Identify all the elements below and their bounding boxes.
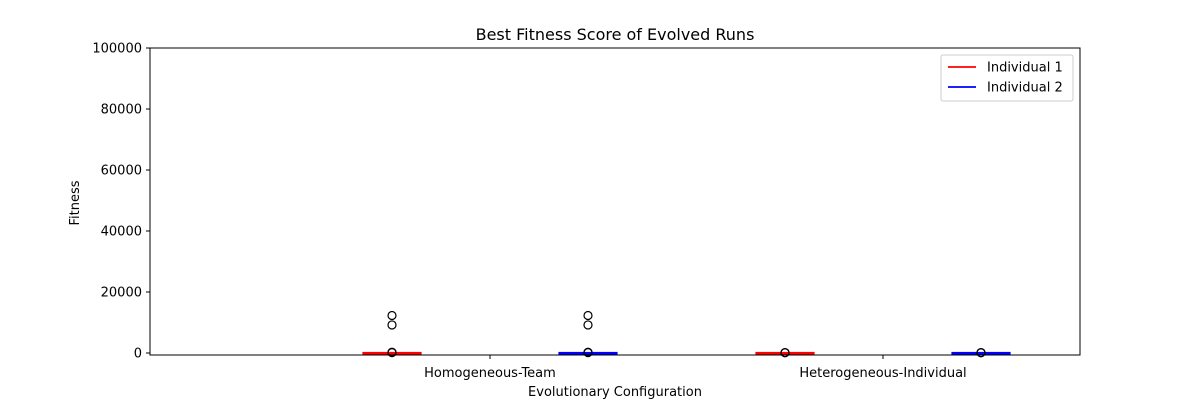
x-tick-label: Heterogeneous-Individual bbox=[799, 366, 966, 381]
flier-point bbox=[387, 320, 397, 330]
flier-point bbox=[387, 310, 397, 321]
axes: 0 20000 40000 60000 80000 100000 Homogeneous-T… bbox=[92, 42, 1081, 381]
y-tick-label: 80000 bbox=[101, 103, 142, 118]
y-axis-label: Fitness bbox=[68, 180, 83, 225]
x-tick-label: Homogeneous-Team bbox=[424, 366, 556, 381]
legend: Individual 1 Individual 2 bbox=[940, 54, 1074, 102]
flier-point bbox=[780, 348, 790, 358]
flier-point bbox=[583, 310, 593, 321]
legend-label: Individual 2 bbox=[987, 81, 1063, 96]
plot-area bbox=[362, 310, 1011, 358]
y-tick-label: 100000 bbox=[92, 42, 142, 57]
flier-point bbox=[976, 348, 986, 358]
plot-frame bbox=[149, 47, 1081, 356]
legend-label: Individual 1 bbox=[987, 61, 1063, 76]
flier-point bbox=[583, 348, 593, 358]
flier-point bbox=[583, 320, 593, 330]
x-axis-label: Evolutionary Configuration bbox=[528, 385, 702, 400]
y-tick-label: 20000 bbox=[101, 286, 142, 301]
chart-title: Best Fitness Score of Evolved Runs bbox=[476, 25, 755, 44]
box-1-1 bbox=[951, 347, 1011, 358]
y-tick-label: 40000 bbox=[101, 225, 142, 240]
box-0-0 bbox=[362, 310, 422, 358]
y-tick-label: 0 bbox=[134, 347, 142, 362]
box-0-1 bbox=[755, 347, 815, 358]
flier-point bbox=[387, 348, 397, 358]
y-tick-label: 60000 bbox=[101, 164, 142, 179]
box-1-0 bbox=[558, 310, 618, 358]
